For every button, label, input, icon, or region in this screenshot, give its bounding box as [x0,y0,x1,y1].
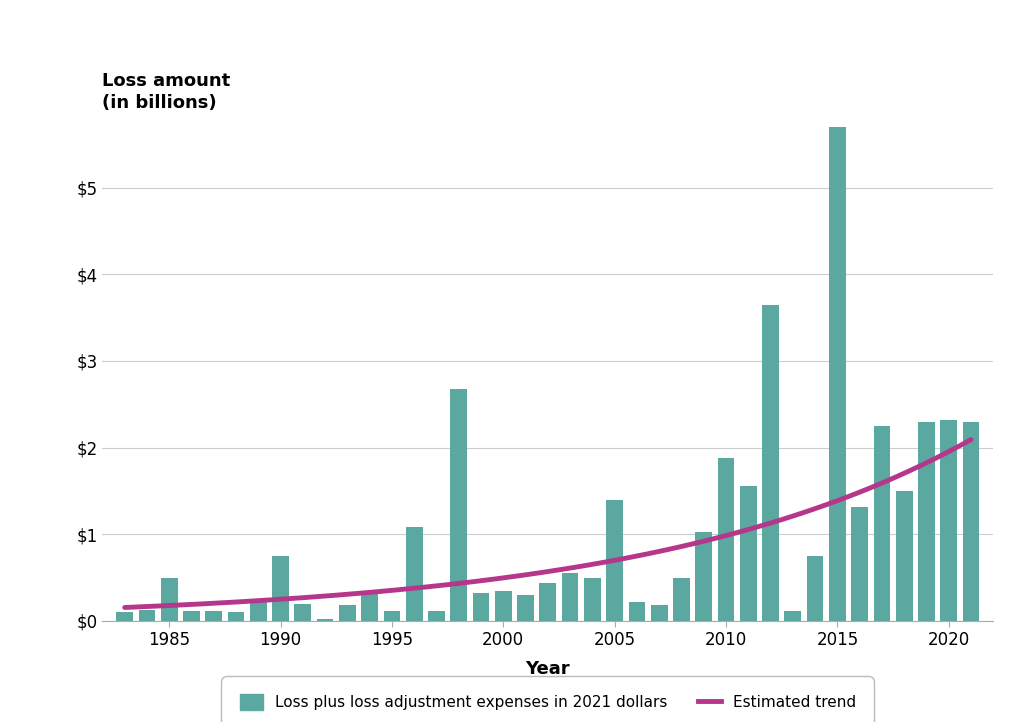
Bar [963,422,979,621]
Bar [919,422,935,621]
X-axis label: Year: Year [525,661,570,679]
Text: Loss amount: Loss amount [102,72,230,90]
Bar [361,591,378,621]
Bar [495,591,512,621]
Bar [517,595,534,621]
Text: (in billions): (in billions) [102,94,217,112]
Bar [295,604,311,621]
Bar [316,619,334,621]
Legend: Loss plus loss adjustment expenses in 2021 dollars, Estimated trend: Loss plus loss adjustment expenses in 20… [227,682,868,722]
Bar [851,507,868,621]
Bar [473,593,489,621]
Bar [695,531,712,621]
Bar [183,611,200,621]
Bar [606,500,623,621]
Bar [384,611,400,621]
Bar [451,388,467,621]
Bar [206,611,222,621]
Bar [227,612,245,621]
Bar [673,578,690,621]
Bar [562,573,579,621]
Bar [406,527,423,621]
Bar [762,305,779,621]
Bar [161,578,177,621]
Bar [829,127,846,621]
Bar [138,609,156,621]
Bar [807,556,823,621]
Bar [873,426,890,621]
Bar [940,420,957,621]
Bar [540,583,556,621]
Bar [584,578,601,621]
Bar [740,486,757,621]
Bar [784,611,801,621]
Bar [272,556,289,621]
Bar [428,611,444,621]
Bar [896,491,912,621]
Bar [339,605,355,621]
Bar [651,605,668,621]
Bar [117,612,133,621]
Bar [250,602,266,621]
Bar [629,602,645,621]
Bar [718,458,734,621]
